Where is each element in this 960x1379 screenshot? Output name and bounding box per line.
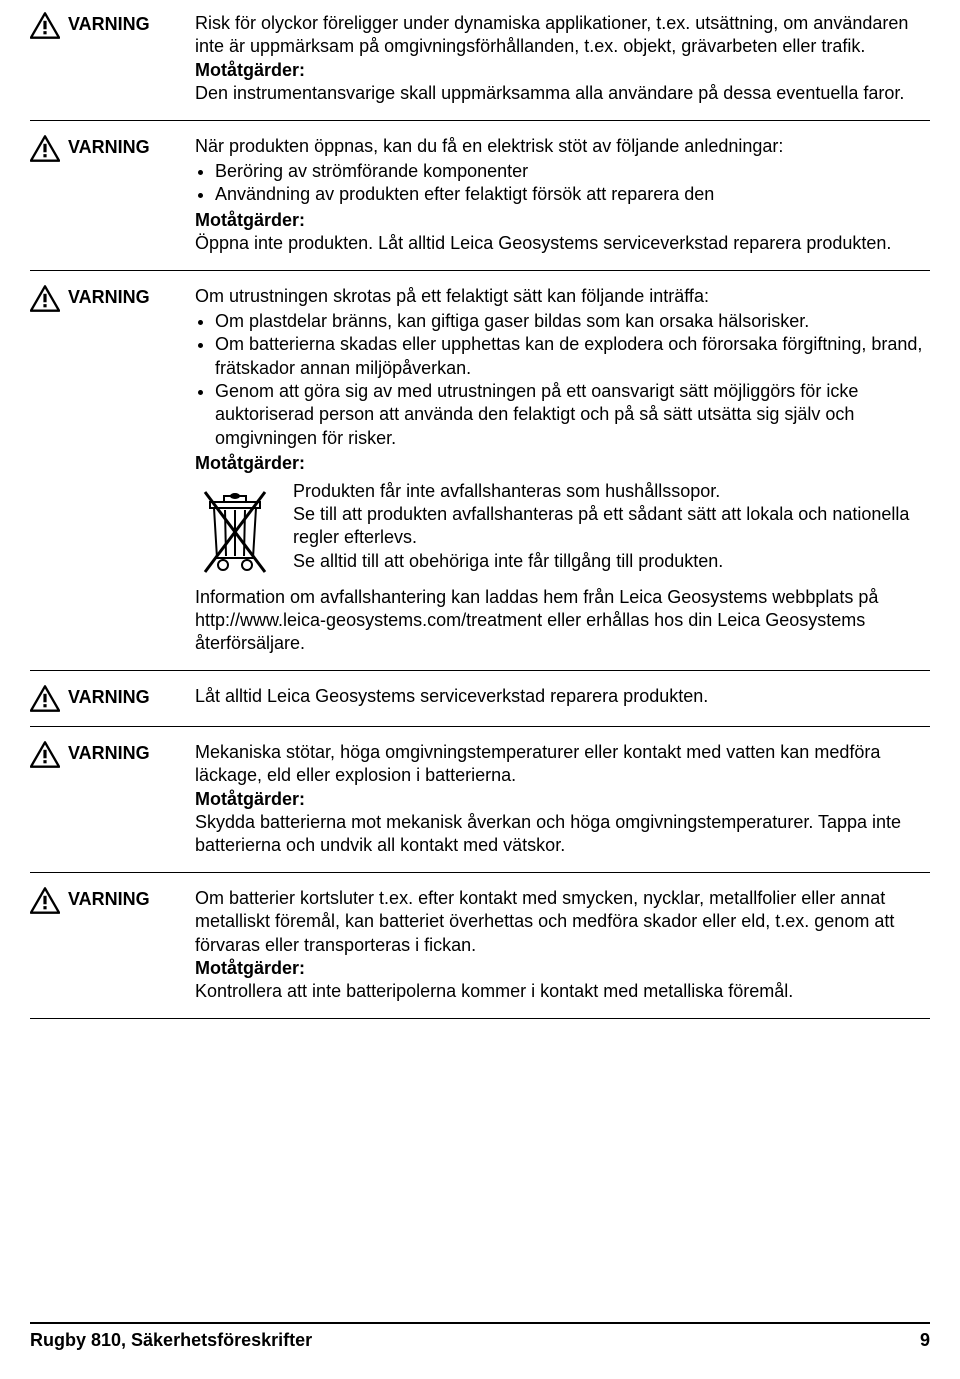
warning-icon bbox=[30, 685, 60, 712]
counter-text: Skydda batterierna mot mekanisk åverkan … bbox=[195, 811, 930, 858]
warning-content: Om batterier kortsluter t.ex. efter kont… bbox=[195, 887, 930, 1004]
warning-label-col: VARNING bbox=[30, 685, 195, 712]
counter-text: Öppna inte produkten. Låt alltid Leica G… bbox=[195, 232, 930, 255]
counter-label: Motåtgärder: bbox=[195, 59, 930, 82]
warning-intro: Mekaniska stötar, höga omgivningstempera… bbox=[195, 741, 930, 788]
bullet-item: Genom att göra sig av med utrustningen p… bbox=[215, 380, 930, 450]
bullet-item: Beröring av strömförande komponenter bbox=[215, 160, 930, 183]
weee-bin-icon bbox=[195, 480, 275, 580]
warning-label-col: VARNING bbox=[30, 741, 195, 768]
warning-content: Låt alltid Leica Geosystems serviceverks… bbox=[195, 685, 930, 708]
warning-label-col: VARNING bbox=[30, 135, 195, 162]
warning-content: När produkten öppnas, kan du få en elekt… bbox=[195, 135, 930, 256]
counter-label: Motåtgärder: bbox=[195, 788, 930, 811]
warning-intro: När produkten öppnas, kan du få en elekt… bbox=[195, 135, 930, 158]
page-footer: Rugby 810, Säkerhetsföreskrifter 9 bbox=[30, 1322, 930, 1351]
warning-icon bbox=[30, 12, 60, 39]
warning-label-col: VARNING bbox=[30, 285, 195, 312]
warning-label: VARNING bbox=[68, 135, 150, 158]
warning-block: VARNING Om batterier kortsluter t.ex. ef… bbox=[30, 887, 930, 1019]
warning-bullets: Beröring av strömförande komponenter Anv… bbox=[195, 160, 930, 207]
warning-label: VARNING bbox=[68, 887, 150, 910]
warning-content: Om utrustningen skrotas på ett felaktigt… bbox=[195, 285, 930, 656]
warning-icon bbox=[30, 887, 60, 914]
warning-icon bbox=[30, 285, 60, 312]
counter-label: Motåtgärder: bbox=[195, 452, 930, 475]
warning-label: VARNING bbox=[68, 285, 150, 308]
counter-label: Motåtgärder: bbox=[195, 957, 930, 980]
weee-after-text: Information om avfallshantering kan ladd… bbox=[195, 586, 930, 656]
warning-label: VARNING bbox=[68, 12, 150, 35]
bullet-item: Användning av produkten efter felaktigt … bbox=[215, 183, 930, 206]
warning-block: VARNING Mekaniska stötar, höga omgivning… bbox=[30, 741, 930, 873]
weee-text: Produkten får inte avfallshanteras som h… bbox=[293, 480, 930, 574]
bullet-item: Om plastdelar bränns, kan giftiga gaser … bbox=[215, 310, 930, 333]
weee-row: Produkten får inte avfallshanteras som h… bbox=[195, 480, 930, 580]
warning-label-col: VARNING bbox=[30, 887, 195, 914]
warning-icon bbox=[30, 135, 60, 162]
warning-intro: Om utrustningen skrotas på ett felaktigt… bbox=[195, 285, 930, 308]
warning-intro: Om batterier kortsluter t.ex. efter kont… bbox=[195, 887, 930, 957]
warning-block: VARNING Låt alltid Leica Geosystems serv… bbox=[30, 685, 930, 727]
document-page: VARNING Risk för olyckor föreligger unde… bbox=[0, 0, 960, 1379]
warning-label: VARNING bbox=[68, 685, 150, 708]
warning-block: VARNING Risk för olyckor föreligger unde… bbox=[30, 12, 930, 121]
counter-text: Den instrumentansvarige skall uppmärksam… bbox=[195, 82, 930, 105]
warning-label: VARNING bbox=[68, 741, 150, 764]
warning-bullets: Om plastdelar bränns, kan giftiga gaser … bbox=[195, 310, 930, 450]
warning-label-col: VARNING bbox=[30, 12, 195, 39]
footer-title: Rugby 810, Säkerhetsföreskrifter bbox=[30, 1330, 312, 1351]
warning-block: VARNING När produkten öppnas, kan du få … bbox=[30, 135, 930, 271]
counter-label: Motåtgärder: bbox=[195, 209, 930, 232]
warning-icon bbox=[30, 741, 60, 768]
footer-page-number: 9 bbox=[920, 1330, 930, 1351]
warning-intro: Risk för olyckor föreligger under dynami… bbox=[195, 12, 930, 59]
bullet-item: Om batterierna skadas eller upphettas ka… bbox=[215, 333, 930, 380]
warning-block: VARNING Om utrustningen skrotas på ett f… bbox=[30, 285, 930, 671]
warning-content: Mekaniska stötar, höga omgivningstempera… bbox=[195, 741, 930, 858]
warning-content: Risk för olyckor föreligger under dynami… bbox=[195, 12, 930, 106]
counter-text: Kontrollera att inte batteripolerna komm… bbox=[195, 980, 930, 1003]
warning-intro: Låt alltid Leica Geosystems serviceverks… bbox=[195, 685, 930, 708]
